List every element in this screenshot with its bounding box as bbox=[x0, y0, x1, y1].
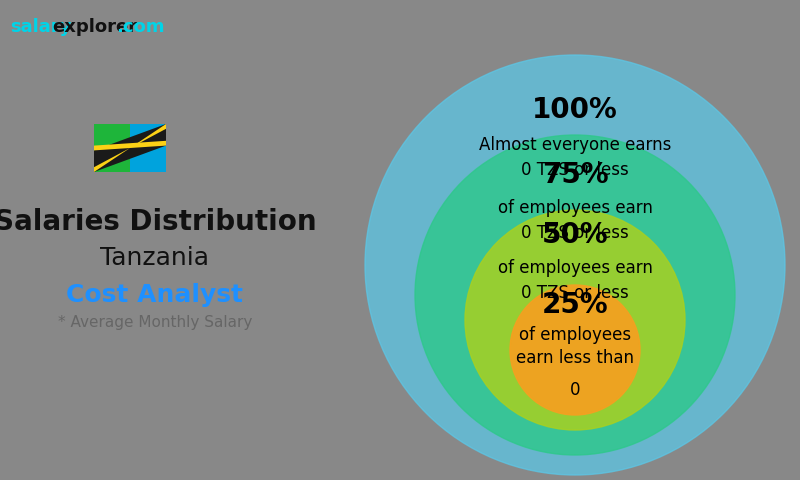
Text: earn less than: earn less than bbox=[516, 349, 634, 367]
Text: 100%: 100% bbox=[532, 96, 618, 124]
Text: 0 TZS or less: 0 TZS or less bbox=[521, 284, 629, 302]
Text: Salaries Distribution: Salaries Distribution bbox=[0, 208, 316, 236]
Text: Cost Analyst: Cost Analyst bbox=[66, 283, 243, 307]
Circle shape bbox=[365, 55, 785, 475]
Text: * Average Monthly Salary: * Average Monthly Salary bbox=[58, 314, 252, 329]
Polygon shape bbox=[94, 124, 166, 172]
Text: 50%: 50% bbox=[542, 221, 608, 249]
Text: 0 TZS or less: 0 TZS or less bbox=[521, 224, 629, 242]
Text: of employees earn: of employees earn bbox=[498, 259, 653, 277]
Polygon shape bbox=[94, 124, 166, 172]
Text: .com: .com bbox=[116, 18, 165, 36]
Circle shape bbox=[415, 135, 735, 455]
FancyBboxPatch shape bbox=[94, 124, 166, 172]
Text: Almost everyone earns: Almost everyone earns bbox=[479, 136, 671, 154]
Text: 0: 0 bbox=[570, 381, 580, 399]
Polygon shape bbox=[94, 141, 166, 150]
Text: 25%: 25% bbox=[542, 291, 608, 319]
Text: explorer: explorer bbox=[52, 18, 137, 36]
Text: Tanzania: Tanzania bbox=[101, 246, 210, 270]
Text: 0 TZS or less: 0 TZS or less bbox=[521, 161, 629, 179]
Polygon shape bbox=[130, 124, 166, 172]
Circle shape bbox=[510, 285, 640, 415]
Text: of employees: of employees bbox=[519, 326, 631, 344]
Circle shape bbox=[465, 210, 685, 430]
Text: 75%: 75% bbox=[542, 161, 608, 189]
Text: of employees earn: of employees earn bbox=[498, 199, 653, 217]
Text: salary: salary bbox=[10, 18, 71, 36]
